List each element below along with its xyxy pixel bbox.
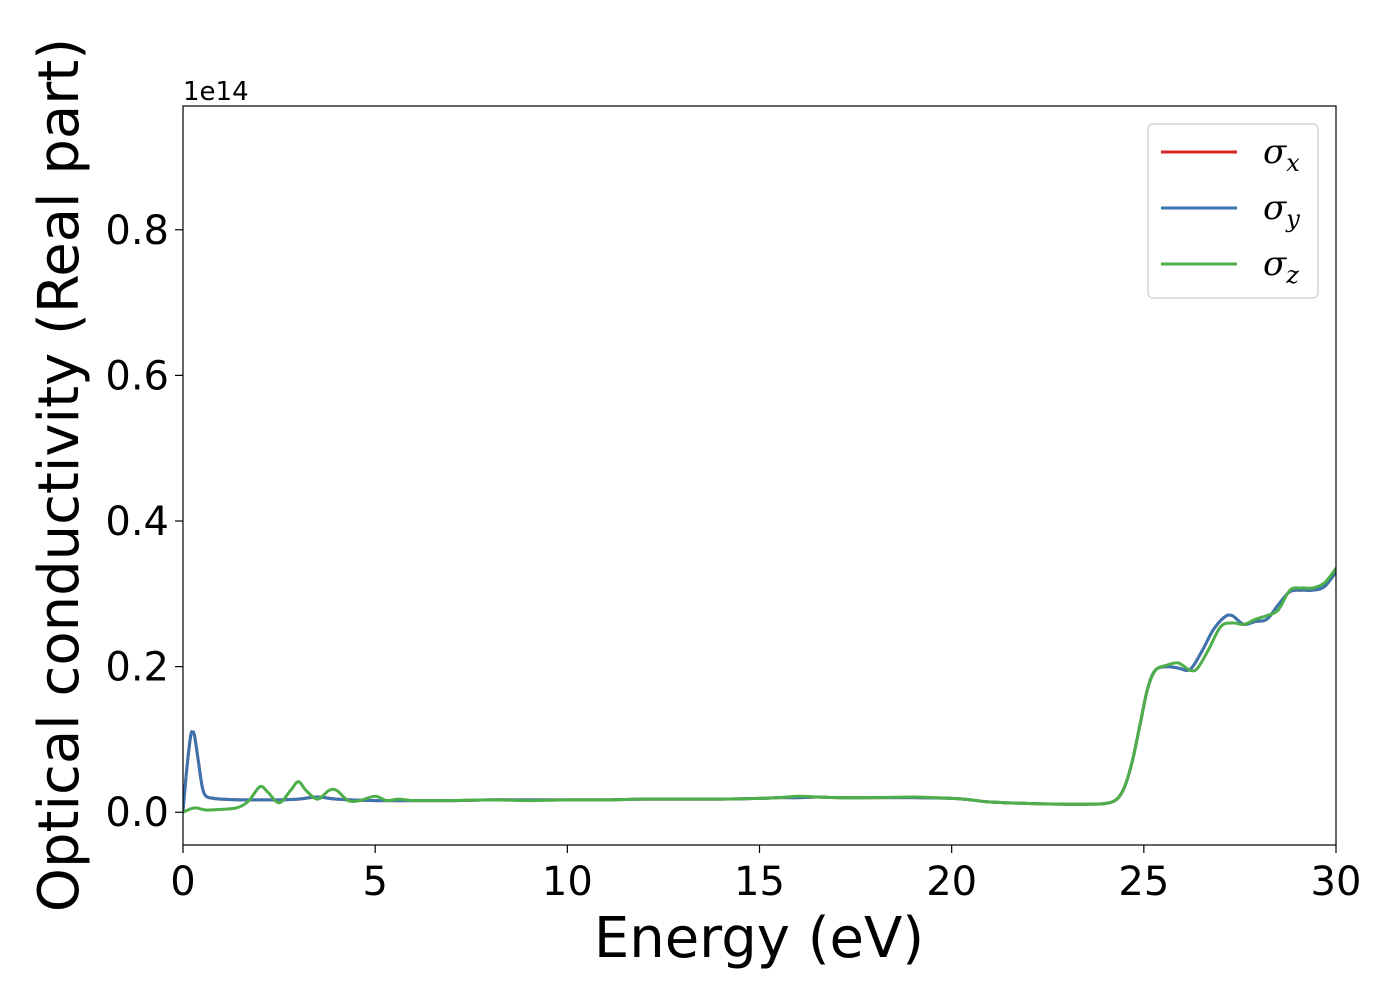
legend-label-z: σz xyxy=(1263,244,1299,289)
series-line-z xyxy=(183,566,1336,814)
x-tick-label: 30 xyxy=(1311,859,1362,905)
x-axis-ticks: 0 5 10 15 20 25 30 xyxy=(170,845,1361,905)
y-tick-label: 0.4 xyxy=(105,499,169,545)
y-tick-label: 0.8 xyxy=(105,208,169,254)
x-tick-label: 10 xyxy=(542,859,593,905)
x-tick-label: 20 xyxy=(926,859,977,905)
legend-box xyxy=(1147,123,1319,299)
legend-label-y: σy xyxy=(1263,188,1300,233)
legend-entries: σx σy σz xyxy=(1161,132,1300,289)
legend-label-x: σx xyxy=(1263,132,1300,177)
y-offset-label: 1e14 xyxy=(183,77,249,107)
x-axis-label: Energy (eV) xyxy=(594,906,924,971)
x-tick-label: 15 xyxy=(734,859,785,905)
x-tick-label: 25 xyxy=(1118,859,1169,905)
y-axis-ticks: 0.0 0.2 0.4 0.6 0.8 xyxy=(105,208,183,836)
series-layer xyxy=(183,566,1336,814)
x-tick-label: 0 xyxy=(170,859,195,905)
series-line-y xyxy=(183,570,1336,813)
legend: σx σy σz xyxy=(1147,123,1319,299)
x-tick-label: 5 xyxy=(362,859,387,905)
y-tick-label: 0.0 xyxy=(105,790,169,836)
y-axis-label: Optical conductivity (Real part) xyxy=(27,38,92,912)
series-line-x xyxy=(183,570,1336,813)
y-tick-label: 0.6 xyxy=(105,353,169,399)
y-tick-label: 0.2 xyxy=(105,645,169,691)
